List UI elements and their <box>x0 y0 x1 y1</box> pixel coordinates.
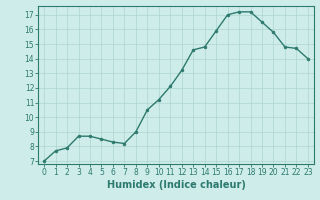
X-axis label: Humidex (Indice chaleur): Humidex (Indice chaleur) <box>107 180 245 190</box>
